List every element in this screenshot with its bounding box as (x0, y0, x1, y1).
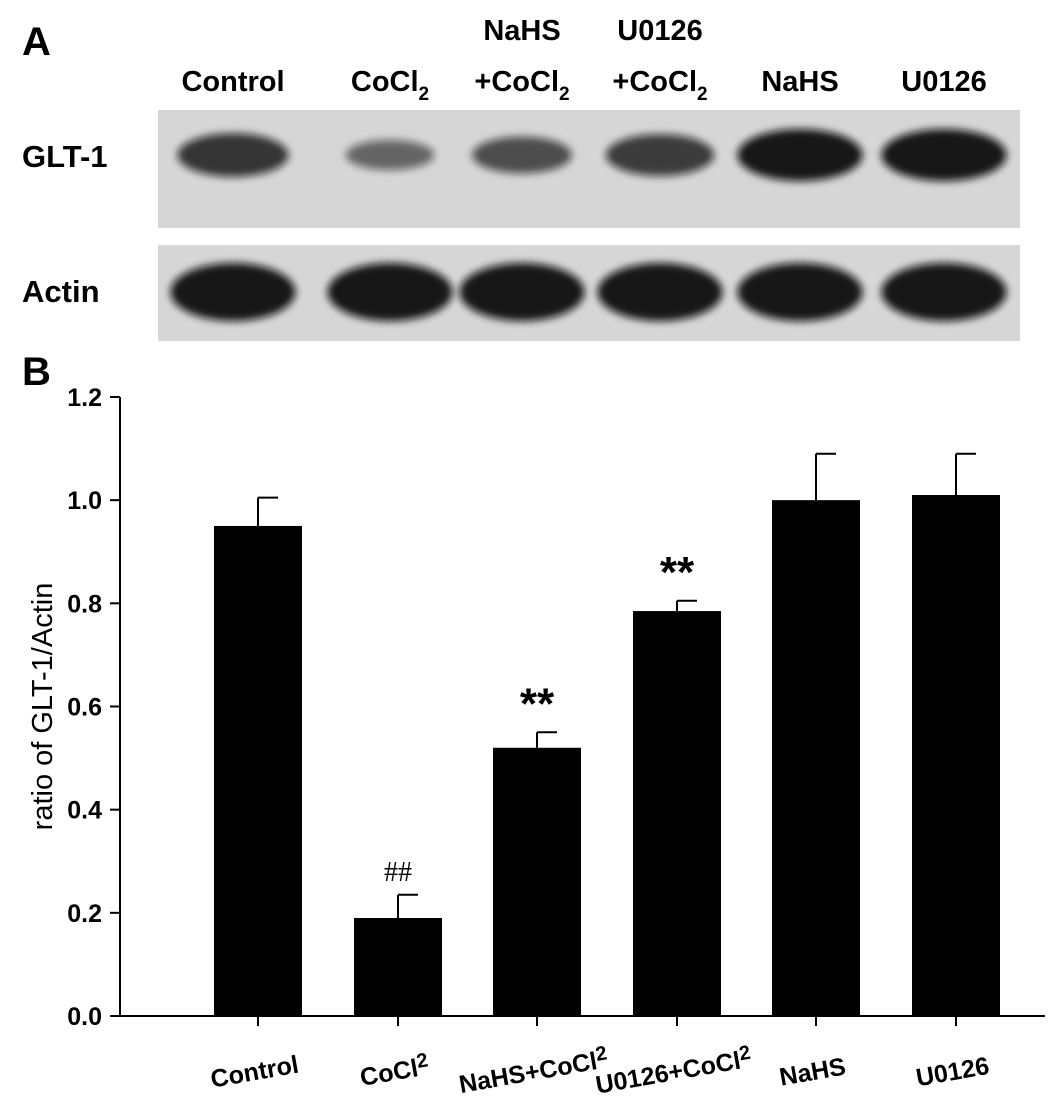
lane-label: Control (181, 66, 284, 98)
x-tick-label-main: NaHS+CoCl (457, 1047, 599, 1099)
x-tick-label: CoCl2 (357, 1049, 431, 1092)
blot-band (170, 263, 296, 321)
y-tick-label: 1.0 (67, 487, 102, 515)
x-tick-label: U0126+CoCl2 (593, 1042, 754, 1100)
blot-band (472, 136, 572, 174)
significance-marker: ** (660, 548, 695, 597)
x-tick-label-subscript: 2 (594, 1042, 609, 1066)
significance-marker: ## (384, 857, 412, 888)
lane-label: CoCl2 (351, 66, 429, 105)
lane-label-main: +CoCl (612, 66, 697, 98)
y-tick-label: 0.6 (67, 694, 102, 722)
blot-band (605, 134, 715, 176)
y-tick-label: 0.8 (67, 590, 102, 618)
panel-a-label: A (22, 20, 51, 64)
x-tick-label: NaHS+CoCl2 (456, 1042, 610, 1099)
blot-strip (158, 245, 1020, 341)
lane-label: +CoCl2 (612, 66, 707, 105)
bar (493, 747, 581, 1016)
lane-label-main: +CoCl (474, 66, 559, 98)
x-tick-label: U0126 (914, 1052, 991, 1092)
lane-label-subscript: 2 (559, 84, 570, 105)
blot-row-label: Actin (22, 274, 100, 309)
x-tick-label-subscript: 2 (415, 1049, 430, 1073)
y-tick-label: 1.2 (67, 384, 102, 412)
x-tick-label-main: CoCl (358, 1054, 420, 1092)
bar (214, 525, 302, 1016)
lane-label-main: U0126 (901, 66, 986, 98)
x-tick-label-main: U0126+CoCl (594, 1047, 743, 1100)
significance-marker: ** (520, 679, 555, 728)
blot-band (177, 133, 289, 177)
panel-b-label: B (22, 350, 51, 394)
blot-band (327, 263, 453, 321)
blot-band (459, 263, 585, 321)
lane-label: U0126 (901, 66, 986, 98)
y-tick-label: 0.2 (67, 900, 102, 928)
blot-band (881, 263, 1007, 321)
blot-strip (158, 110, 1020, 228)
lane-label-main: Control (181, 66, 284, 98)
western-blot: GLT-1 Actin (22, 110, 1020, 341)
x-tick-label: Control (208, 1051, 300, 1094)
bar (633, 611, 721, 1016)
lane-label-subscript: 2 (419, 84, 430, 105)
blot-band (597, 263, 723, 321)
blot-band (345, 139, 435, 171)
x-tick-label-main: Control (208, 1051, 300, 1094)
lane-label-line1: NaHS (483, 15, 560, 47)
x-tick-label-main: NaHS (777, 1053, 848, 1092)
blot-band (737, 129, 863, 181)
lane-label-subscript: 2 (697, 84, 708, 105)
lane-label: NaHS (761, 66, 838, 98)
lane-label: +CoCl2 (474, 66, 569, 105)
y-tick-label: 0.4 (67, 797, 102, 825)
lane-label-line1: U0126 (617, 15, 702, 47)
blot-band (881, 129, 1007, 181)
bar (912, 495, 1000, 1017)
y-axis-label: ratio of GLT-1/Actin (27, 583, 59, 831)
blot-band (737, 263, 863, 321)
bar-chart: 0.0 0.2 0.4 0.6 0.8 1.0 1.2 ratio of GLT-1/Acti… (27, 384, 1045, 1100)
y-tick-label: 0.0 (67, 1003, 102, 1031)
lane-label-main: CoCl (351, 66, 419, 98)
blot-row-label: GLT-1 (22, 139, 108, 174)
x-tick-label-main: U0126 (914, 1052, 991, 1092)
lane-label-main: NaHS (761, 66, 838, 98)
x-tick-label: NaHS (777, 1053, 848, 1092)
x-tick-label-subscript: 2 (737, 1042, 752, 1066)
bar (772, 500, 860, 1017)
bar (354, 917, 442, 1016)
